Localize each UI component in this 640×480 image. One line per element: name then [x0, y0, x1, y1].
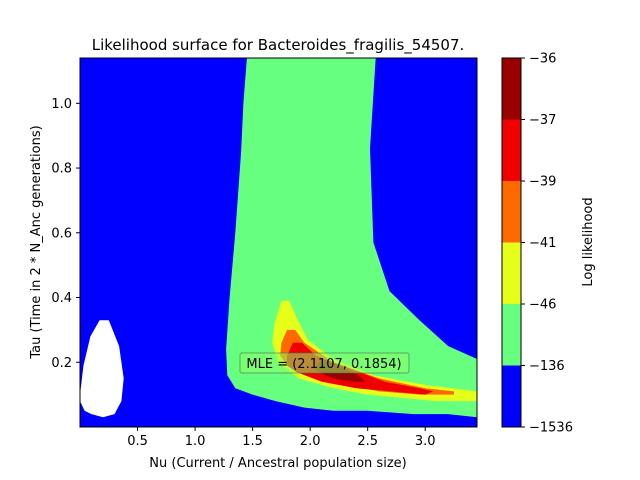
x-tick-label: 0.5	[127, 434, 148, 449]
mle-label: MLE = (2.1107, 0.1854)	[246, 357, 401, 372]
colorbar-label: Log likelihood	[581, 197, 596, 286]
colorbar-band	[502, 58, 521, 120]
x-tick-label: 1.0	[185, 434, 206, 449]
colorbar-band	[502, 365, 521, 427]
x-axis-label: Nu (Current / Ancestral population size)	[149, 456, 406, 471]
y-tick-label: 1.0	[51, 97, 72, 112]
colorbar-band	[502, 119, 521, 181]
y-tick-label: 0.8	[51, 162, 72, 177]
y-tick-label: 0.2	[51, 356, 72, 371]
y-axis-label: Tau (Time in 2 * N_Anc generations)	[29, 125, 44, 359]
x-tick-label: 1.5	[242, 434, 263, 449]
colorbar: −1536 −136 −46 −41 −39 −37 −36	[501, 52, 573, 436]
colorbar-tick-label: −37	[529, 113, 556, 128]
plot-frame	[79, 57, 478, 428]
colorbar-band	[502, 181, 521, 243]
mle-annotation: MLE = (2.1107, 0.1854)	[239, 352, 410, 374]
y-tick-label: 0.6	[51, 226, 72, 241]
contour-regions	[80, 58, 477, 418]
y-tick-label: 0.4	[51, 291, 72, 306]
colorbar-tick-label: −36	[529, 52, 556, 67]
x-tick-label: 2.5	[357, 434, 378, 449]
contour-undefined-region	[80, 320, 124, 418]
colorbar-tick-label: −39	[529, 175, 556, 190]
mle-label-box	[239, 352, 410, 374]
contour-level-39-to-37	[287, 342, 434, 395]
x-tick-label: 2.0	[300, 434, 321, 449]
colorbar-tick-label: −136	[529, 359, 565, 374]
x-tick-label: 3.0	[415, 434, 436, 449]
colorbar-tick-label: −1536	[529, 421, 573, 436]
colorbar-band	[502, 242, 521, 304]
y-axis: 0.2 0.4 0.6 0.8 1.0	[51, 97, 80, 371]
colorbar-tick-label: −41	[529, 236, 556, 251]
colorbar-band	[502, 304, 521, 366]
chart-title: Likelihood surface for Bacteroides_fragi…	[92, 36, 465, 55]
x-axis: 0.5 1.0 1.5 2.0 2.5 3.0	[127, 427, 436, 449]
colorbar-tick-label: −46	[529, 298, 556, 313]
